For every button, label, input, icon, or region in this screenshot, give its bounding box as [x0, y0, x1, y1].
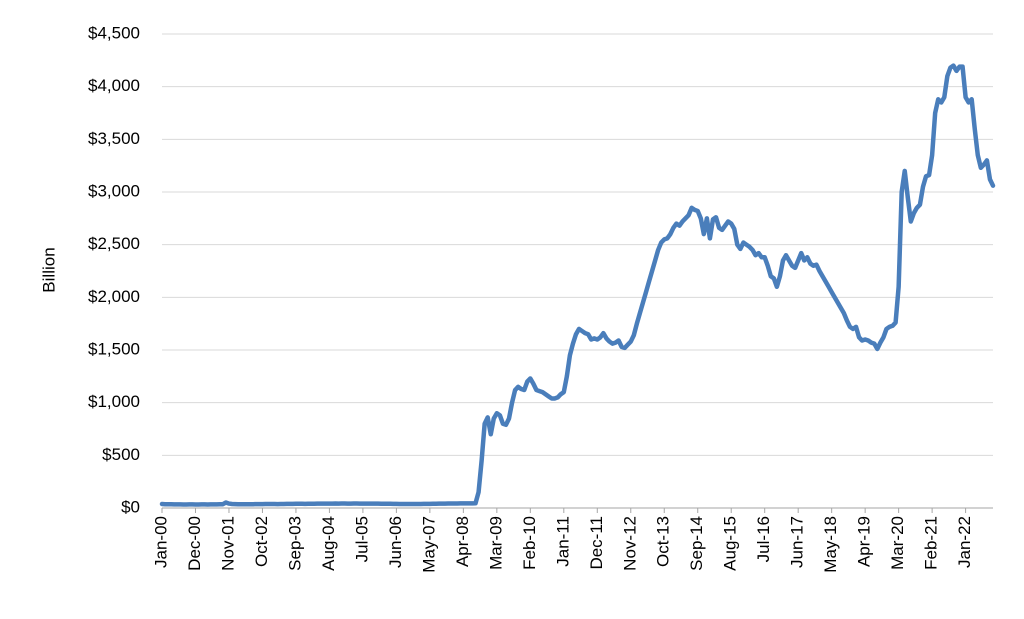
data-line [159, 63, 996, 507]
y-tick-label: $2,500 [88, 234, 140, 253]
x-tick-label: Dec-00 [185, 516, 204, 571]
x-tick-label: Aug-04 [319, 516, 338, 571]
x-tick-label: Feb-10 [520, 516, 539, 570]
x-tick-label: May-07 [419, 516, 438, 573]
y-tick-label: $1,000 [88, 392, 140, 411]
y-tick-label: $4,500 [88, 23, 140, 42]
x-tick-label: Sep-14 [687, 516, 706, 571]
x-tick-label: May-18 [821, 516, 840, 573]
x-tick-label: Jan-00 [151, 516, 170, 568]
x-tick-label: Aug-15 [721, 516, 740, 571]
x-tick-label: Jun-06 [386, 516, 405, 568]
x-tick-label: Sep-03 [285, 516, 304, 571]
x-tick-label: Mar-09 [486, 516, 505, 570]
x-tick-label: Feb-21 [922, 516, 941, 570]
y-tick-label: $4,000 [88, 76, 140, 95]
x-tick-label: Jun-17 [788, 516, 807, 568]
x-tick-label: Apr-19 [855, 516, 874, 567]
y-tick-label: $1,500 [88, 339, 140, 358]
y-tick-label: $0 [121, 497, 140, 516]
x-tick-label: Jan-22 [955, 516, 974, 568]
x-tick-label: Oct-13 [654, 516, 673, 567]
y-tick-label: $2,000 [88, 287, 140, 306]
x-tick-label: Jan-11 [553, 516, 572, 567]
x-tick-label: Dec-11 [587, 516, 606, 570]
x-tick-label: Mar-20 [888, 516, 907, 570]
y-axis-label: Billion [39, 247, 58, 292]
y-tick-label: $3,000 [88, 181, 140, 200]
x-tick-label: Nov-01 [218, 516, 237, 571]
x-tick-label: Nov-12 [620, 516, 639, 571]
x-tick-label: Jul-16 [754, 516, 773, 562]
y-tick-label: $3,500 [88, 129, 140, 148]
x-tick-label: Apr-08 [453, 516, 472, 567]
x-tick-label: Jul-05 [352, 516, 371, 562]
y-tick-label: $500 [102, 445, 140, 464]
x-tick-label: Oct-02 [252, 516, 271, 567]
